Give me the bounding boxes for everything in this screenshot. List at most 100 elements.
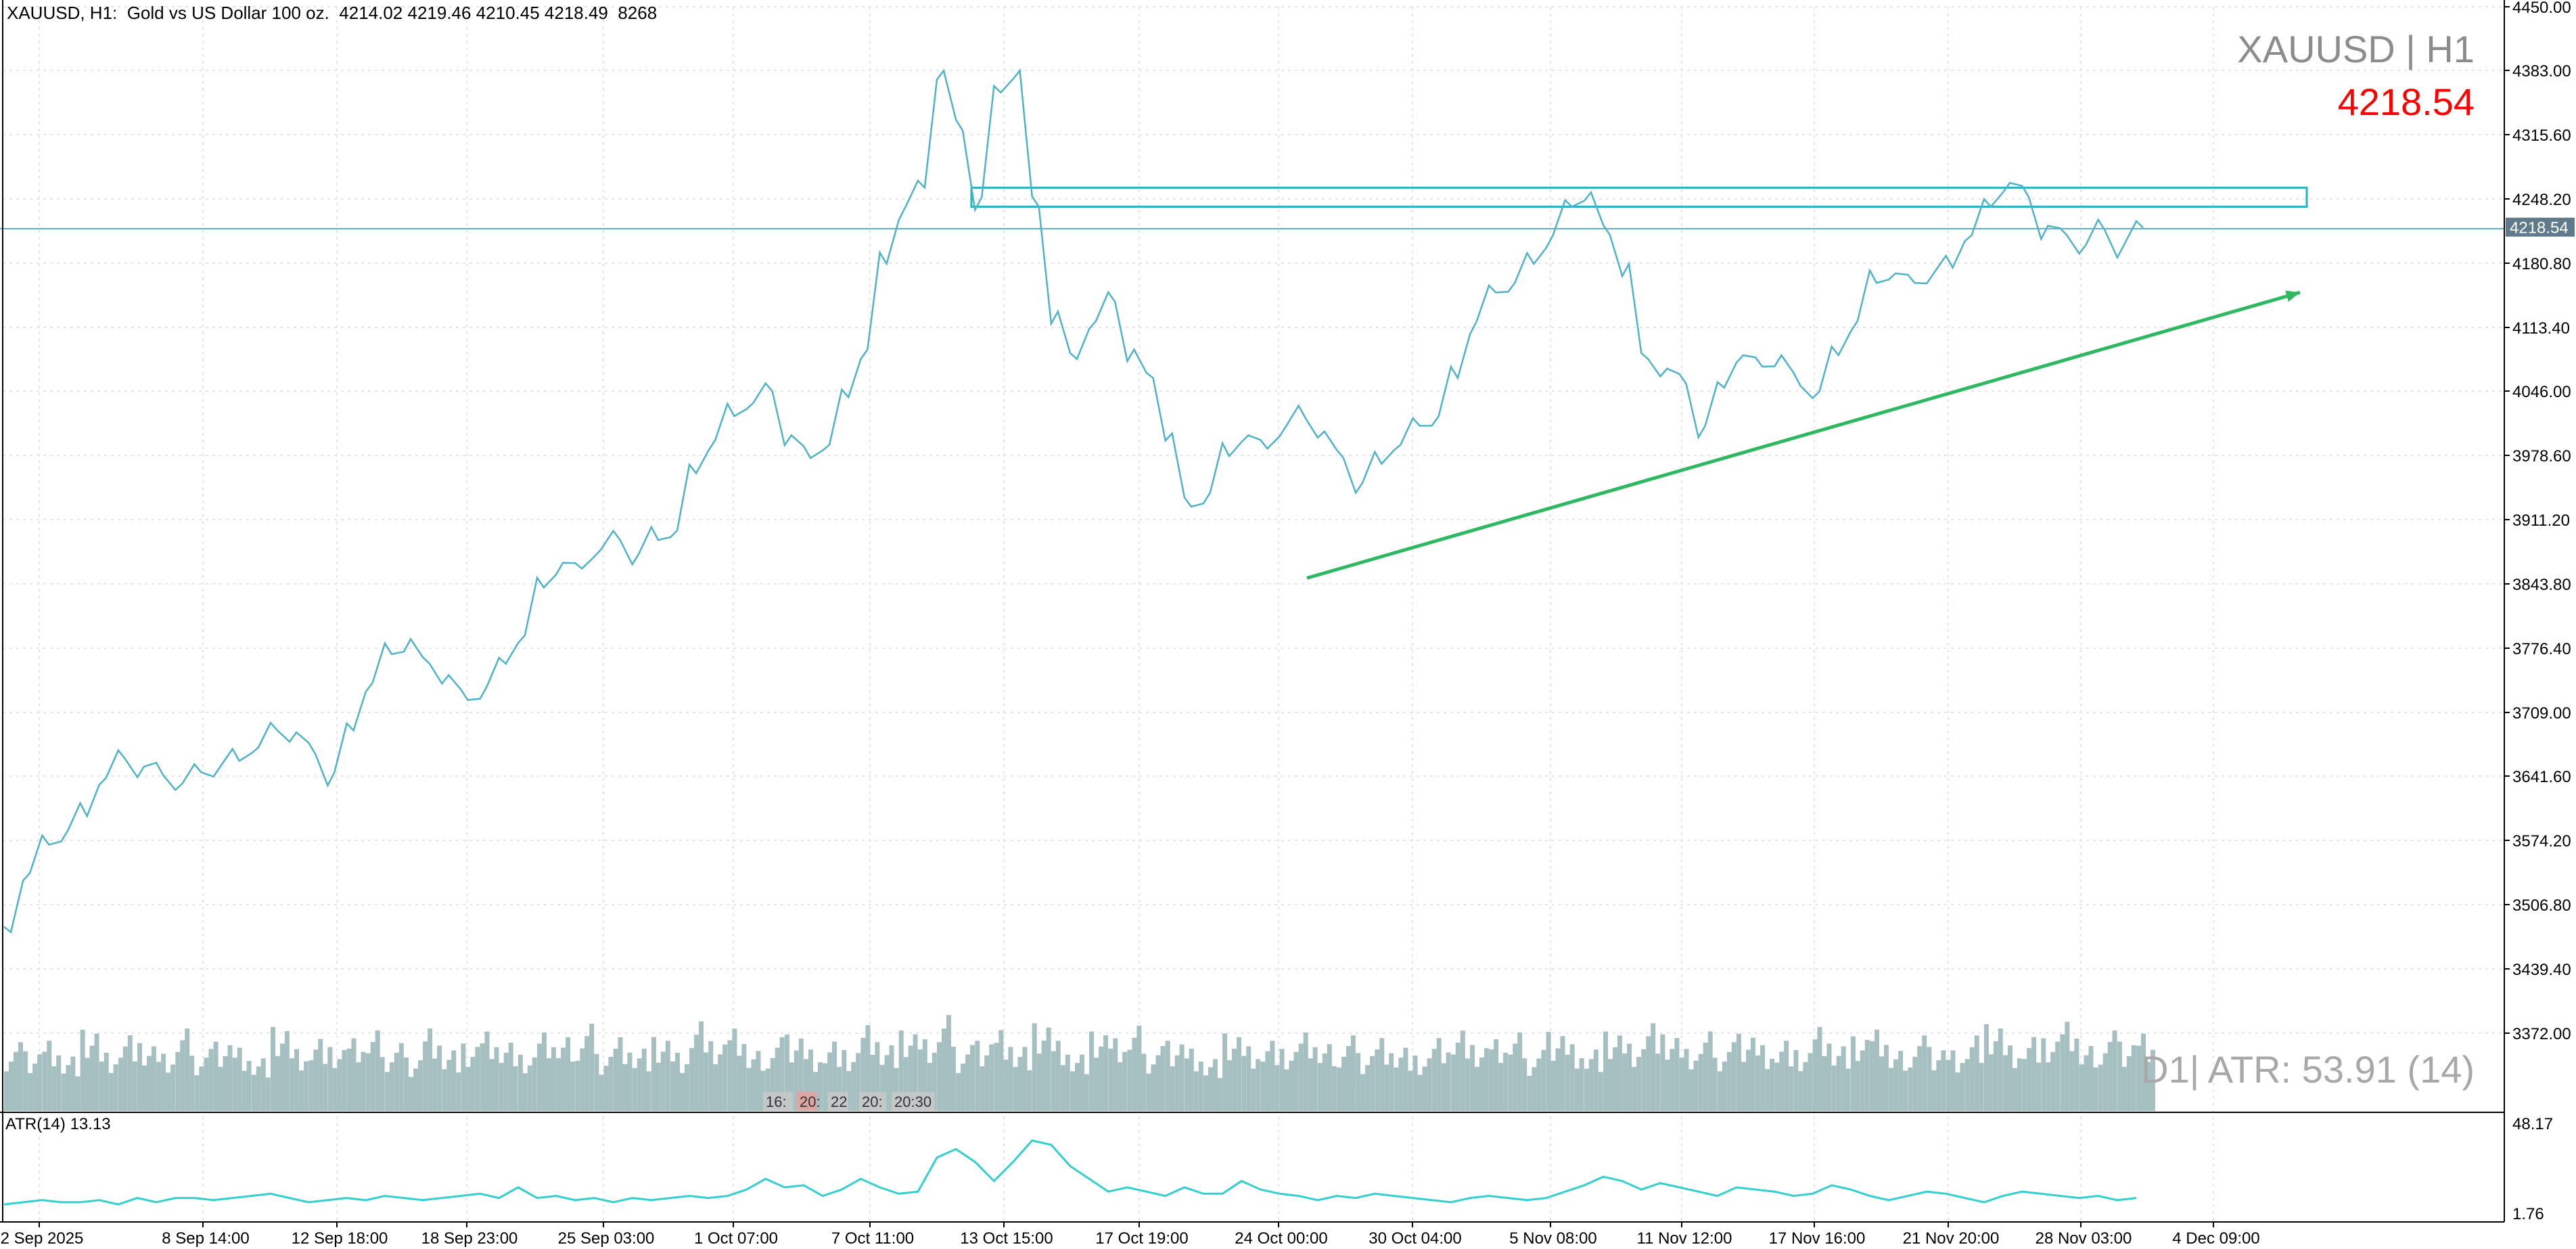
x-tick-label: 12 Sep 18:00 xyxy=(292,1229,388,1248)
volume-bar xyxy=(251,1074,256,1112)
volume-bar xyxy=(1298,1043,1304,1111)
volume-bar xyxy=(1922,1035,1927,1111)
volume-bar xyxy=(580,1048,585,1111)
volume-bar xyxy=(1889,1068,1894,1111)
volume-bar xyxy=(456,1072,461,1111)
volume-bar xyxy=(2136,1045,2141,1111)
trendline-arrow[interactable] xyxy=(1306,290,2301,580)
volume-bar xyxy=(856,1053,861,1111)
volume-bar xyxy=(1356,1053,1361,1111)
volume-bar xyxy=(108,1072,114,1111)
volume-bar xyxy=(1312,1047,1318,1111)
volume-bar xyxy=(1479,1058,1484,1112)
volume-bar xyxy=(1651,1023,1656,1111)
volume-bar xyxy=(37,1054,43,1111)
volume-bar xyxy=(1227,1060,1233,1111)
x-tick-label: 28 Nov 03:00 xyxy=(2036,1229,2132,1248)
volume-bar xyxy=(503,1053,509,1111)
volume-bar xyxy=(61,1073,66,1111)
volume-bar xyxy=(132,1061,137,1111)
volume-bar xyxy=(1346,1046,1351,1111)
volume-bar xyxy=(1593,1049,1598,1111)
volume-bar xyxy=(998,1030,1004,1111)
time-marker-bg xyxy=(892,1092,935,1111)
volume-bar xyxy=(1779,1051,1785,1111)
x-tick-label: 13 Oct 15:00 xyxy=(960,1229,1053,1248)
time-marker-bg xyxy=(859,1092,886,1111)
volume-bar xyxy=(1251,1068,1256,1111)
volume-bar xyxy=(1855,1061,1860,1111)
volume-bar xyxy=(1408,1070,1413,1111)
volume-bar xyxy=(122,1046,128,1111)
volume-bar xyxy=(1165,1041,1170,1111)
volume-bar xyxy=(1755,1055,1761,1111)
volume-bar xyxy=(1270,1041,1275,1111)
volume-bar xyxy=(260,1058,266,1111)
volume-bar xyxy=(428,1028,433,1111)
volume-bar xyxy=(66,1065,71,1111)
volume-bar xyxy=(727,1040,733,1112)
volume-bar xyxy=(1712,1058,1718,1111)
volume-bar xyxy=(613,1049,618,1111)
volume-bar xyxy=(89,1045,95,1111)
trendline xyxy=(1306,290,2301,580)
volume-bar xyxy=(1679,1058,1684,1111)
volume-bar xyxy=(2121,1066,2127,1111)
volume-bar xyxy=(989,1044,994,1111)
volume-bar xyxy=(299,1070,304,1111)
volume-bar xyxy=(1036,1053,1042,1111)
volume-bar xyxy=(1613,1047,1617,1111)
volume-bar xyxy=(332,1068,338,1111)
daily-atr-label: D1| ATR: 53.91 (14) xyxy=(2141,1048,2475,1091)
volume-bar xyxy=(1812,1039,1818,1111)
volume-bar xyxy=(1213,1059,1218,1111)
volume-bar xyxy=(1498,1063,1504,1111)
volume-bar xyxy=(670,1061,675,1111)
volume-bar xyxy=(1051,1051,1056,1112)
volume-bar xyxy=(1513,1043,1518,1111)
volume-bar xyxy=(1246,1046,1251,1111)
x-tick-label: 5 Nov 08:00 xyxy=(1509,1229,1596,1248)
volume-bar xyxy=(1670,1049,1675,1111)
volume-bar xyxy=(842,1049,847,1111)
volume-bar xyxy=(1874,1029,1879,1111)
volume-bar xyxy=(1898,1051,1904,1111)
volume-bar xyxy=(1707,1031,1713,1111)
volume-bar xyxy=(970,1045,975,1111)
volume-bar xyxy=(1784,1041,1789,1111)
volume-bar xyxy=(42,1051,47,1111)
volume-bar xyxy=(151,1046,156,1111)
volume-bar xyxy=(1208,1067,1213,1111)
volume-bar xyxy=(789,1062,794,1111)
volume-bar xyxy=(1641,1049,1647,1111)
volume-bar xyxy=(689,1047,695,1111)
volume-bar xyxy=(641,1048,647,1111)
volume-bar xyxy=(1931,1070,1937,1111)
volume-bar xyxy=(894,1068,899,1111)
volume-bar xyxy=(413,1068,418,1111)
volume-bar xyxy=(646,1071,651,1111)
volume-bar xyxy=(756,1051,761,1111)
trendline-arrowhead xyxy=(2285,290,2300,302)
volume-bar xyxy=(813,1072,818,1112)
volume-bar xyxy=(1113,1038,1118,1111)
volume-bar xyxy=(1508,1054,1513,1111)
volume-bar xyxy=(937,1042,942,1111)
volume-bar xyxy=(1584,1068,1589,1111)
volume-bar xyxy=(232,1058,237,1111)
volume-bar xyxy=(1741,1062,1746,1111)
volume-bar xyxy=(1774,1062,1780,1111)
volume-bar xyxy=(1927,1047,1932,1111)
volume-bar xyxy=(1436,1038,1442,1111)
volume-bar xyxy=(1765,1069,1770,1111)
volume-bar xyxy=(1465,1058,1470,1111)
volume-bar xyxy=(660,1051,666,1111)
volume-bar xyxy=(1698,1053,1703,1111)
volume-bar xyxy=(1170,1066,1175,1111)
grid xyxy=(3,6,2504,1222)
volume-bar xyxy=(1588,1059,1594,1111)
volume-bar xyxy=(1660,1034,1665,1111)
volume-bar xyxy=(1798,1071,1803,1111)
resistance-zone[interactable] xyxy=(970,186,2308,208)
